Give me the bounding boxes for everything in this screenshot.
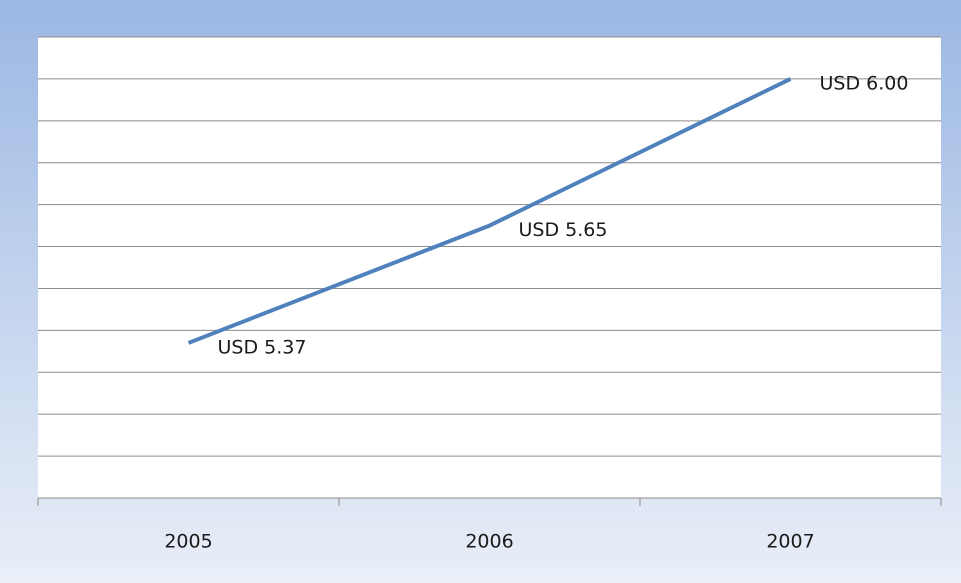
data-label: USD 5.65	[519, 219, 608, 241]
data-label: USD 6.00	[820, 72, 909, 94]
x-tick-label: 2006	[465, 531, 513, 553]
x-tick-label: 2007	[766, 531, 814, 553]
line-series	[187, 77, 792, 345]
plot-area	[38, 37, 941, 498]
data-label: USD 5.37	[218, 336, 307, 358]
x-tick-label: 2005	[164, 531, 212, 553]
